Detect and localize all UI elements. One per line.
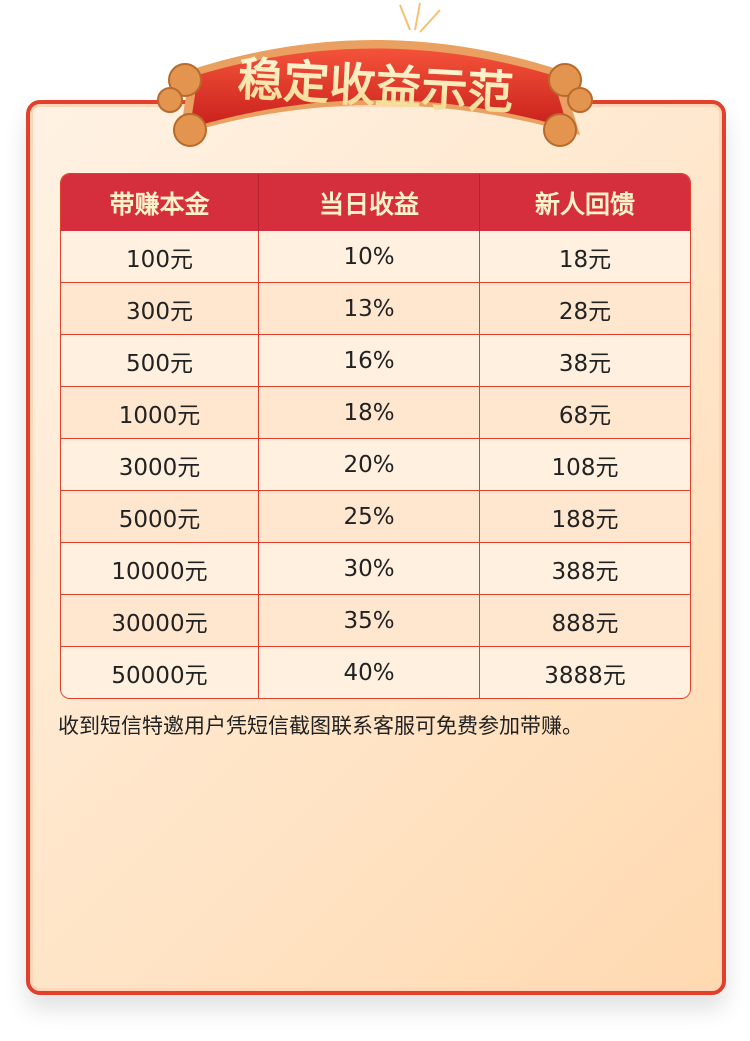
table-cell: 30% — [258, 543, 479, 594]
table-cell: 20% — [258, 439, 479, 490]
table-cell: 3000元 — [118, 454, 201, 481]
table-cell: 16% — [258, 335, 479, 386]
table-cell: 38元 — [479, 335, 690, 386]
table-cell: 5000元 — [118, 506, 201, 533]
table-header: 带赚本金 当日收益 新人回馈 — [61, 174, 690, 231]
header-cell: 新人回馈 — [479, 174, 690, 231]
table-cell: 10% — [258, 231, 479, 282]
table-cell: 1000元 — [118, 402, 201, 429]
table-cell: 40% — [258, 647, 479, 698]
table-cell: 300元 — [126, 298, 193, 325]
table-row: 3000元 20% 108元 — [61, 438, 690, 490]
table-cell: 13% — [258, 283, 479, 334]
table-cell: 68元 — [479, 387, 690, 438]
table-cell: 3888元 — [479, 647, 690, 698]
title-banner: 稳定收益示范 — [157, 2, 593, 147]
table-row: 5000元 25% 188元 — [61, 490, 690, 542]
table-cell: 28元 — [479, 283, 690, 334]
table-cell: 25% — [258, 491, 479, 542]
firework-decoration — [399, 2, 441, 33]
table-cell: 35% — [258, 595, 479, 646]
earnings-table: 带赚本金 当日收益 新人回馈 100元 10% 18元 300元 13% 28元 500元 1… — [60, 173, 691, 699]
table-cell: 500元 — [126, 350, 193, 377]
table-cell: 30000元 — [111, 610, 208, 637]
header-cell: 当日收益 — [258, 174, 479, 231]
table-cell: 388元 — [479, 543, 690, 594]
table-cell: 18元 — [479, 231, 690, 282]
header-cell: 带赚本金 — [109, 189, 210, 219]
table-cell: 100元 — [126, 246, 193, 273]
table-row: 300元 13% 28元 — [61, 282, 690, 334]
table-row: 500元 16% 38元 — [61, 334, 690, 386]
table-cell: 10000元 — [111, 558, 208, 585]
table-cell: 50000元 — [111, 662, 208, 689]
table-row: 100元 10% 18元 — [61, 231, 690, 282]
table-cell: 18% — [258, 387, 479, 438]
table-row: 30000元 35% 888元 — [61, 594, 690, 646]
table-row: 50000元 40% 3888元 — [61, 646, 690, 698]
cloud-ornament-icon — [157, 63, 593, 147]
table-row: 10000元 30% 388元 — [61, 542, 690, 594]
table-cell: 888元 — [479, 595, 690, 646]
table-row: 1000元 18% 68元 — [61, 386, 690, 438]
table-cell: 108元 — [479, 439, 690, 490]
footnote-text: 收到短信特邀用户凭短信截图联系客服可免费参加带赚。 — [58, 714, 583, 738]
table-cell: 188元 — [479, 491, 690, 542]
